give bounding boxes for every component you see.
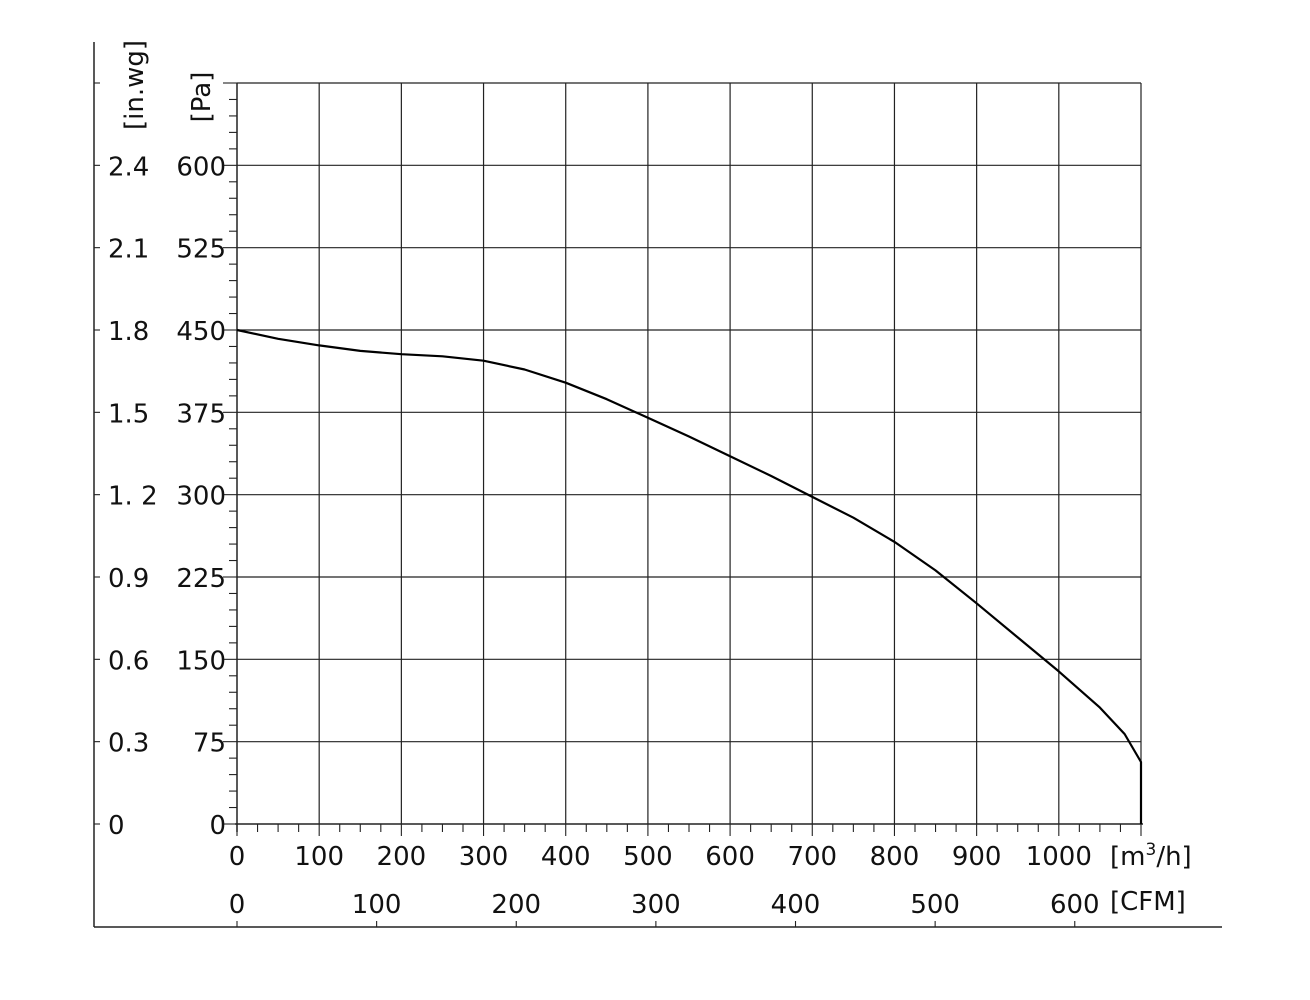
x-tick-label-m3h: 200 [377,842,427,872]
y-axis-unit-pa: [Pa] [187,72,217,123]
x-tick-label-m3h: 400 [541,842,591,872]
x-tick-label-m3h: 0 [229,842,246,872]
labels: 0 75 150 225 300 375 450 525 600 0 0.3 0.6 0.9 1. 2 1.… [108,40,1192,920]
y-tick-label-inwg: 0 [108,811,125,841]
x-tick-label-m3h: 800 [870,842,920,872]
x-axis-unit-m3h: [m3/h] [1110,840,1192,872]
y-tick-label-inwg: 2.1 [108,235,149,265]
x-tick-label-cfm: 600 [1050,890,1100,920]
y-tick-label-pa: 375 [176,399,226,429]
y-tick-label-inwg: 1.5 [108,399,149,429]
x-axis-unit-cfm: [CFM] [1110,887,1186,917]
curve-group [236,328,1143,824]
x-tick-label-cfm: 300 [631,890,681,920]
x-tick-label-cfm: 400 [771,890,821,920]
performance-curve [236,328,1143,824]
y-tick-label-inwg: 2.4 [108,152,149,182]
x-tick-label-m3h: 700 [787,842,837,872]
y-tick-label-inwg: 1.8 [108,317,149,347]
minor-ticks [94,82,1142,927]
y-tick-label-inwg: 1. 2 [108,482,158,512]
y-tick-label-pa: 0 [209,811,226,841]
x-tick-label-cfm: 0 [229,890,246,920]
x-tick-label-m3h: 100 [294,842,344,872]
x-tick-label-cfm: 100 [352,890,402,920]
y-tick-label-inwg: 0.3 [108,729,149,759]
x-tick-label-m3h: 600 [705,842,755,872]
y-tick-label-inwg: 0.9 [108,564,149,594]
y-tick-label-pa: 300 [176,482,226,512]
x-tick-label-m3h: 900 [952,842,1002,872]
x-tick-label-cfm: 500 [910,890,960,920]
x-tick-label-m3h: 300 [459,842,509,872]
grid [237,82,1142,824]
x-tick-label-cfm: 200 [491,890,541,920]
x-tick-label-m3h: 1000 [1026,842,1092,872]
y-tick-label-pa: 75 [193,729,226,759]
plot-frame [93,42,1222,928]
x-tick-label-m3h: 500 [623,842,673,872]
y-axis-unit-inwg: [in.wg] [120,40,150,130]
y-tick-label-pa: 150 [176,646,226,676]
y-tick-label-pa: 450 [176,317,226,347]
y-tick-label-inwg: 0.6 [108,646,149,676]
y-tick-label-pa: 600 [176,152,226,182]
y-tick-label-pa: 225 [176,564,226,594]
y-tick-label-pa: 525 [176,235,226,265]
